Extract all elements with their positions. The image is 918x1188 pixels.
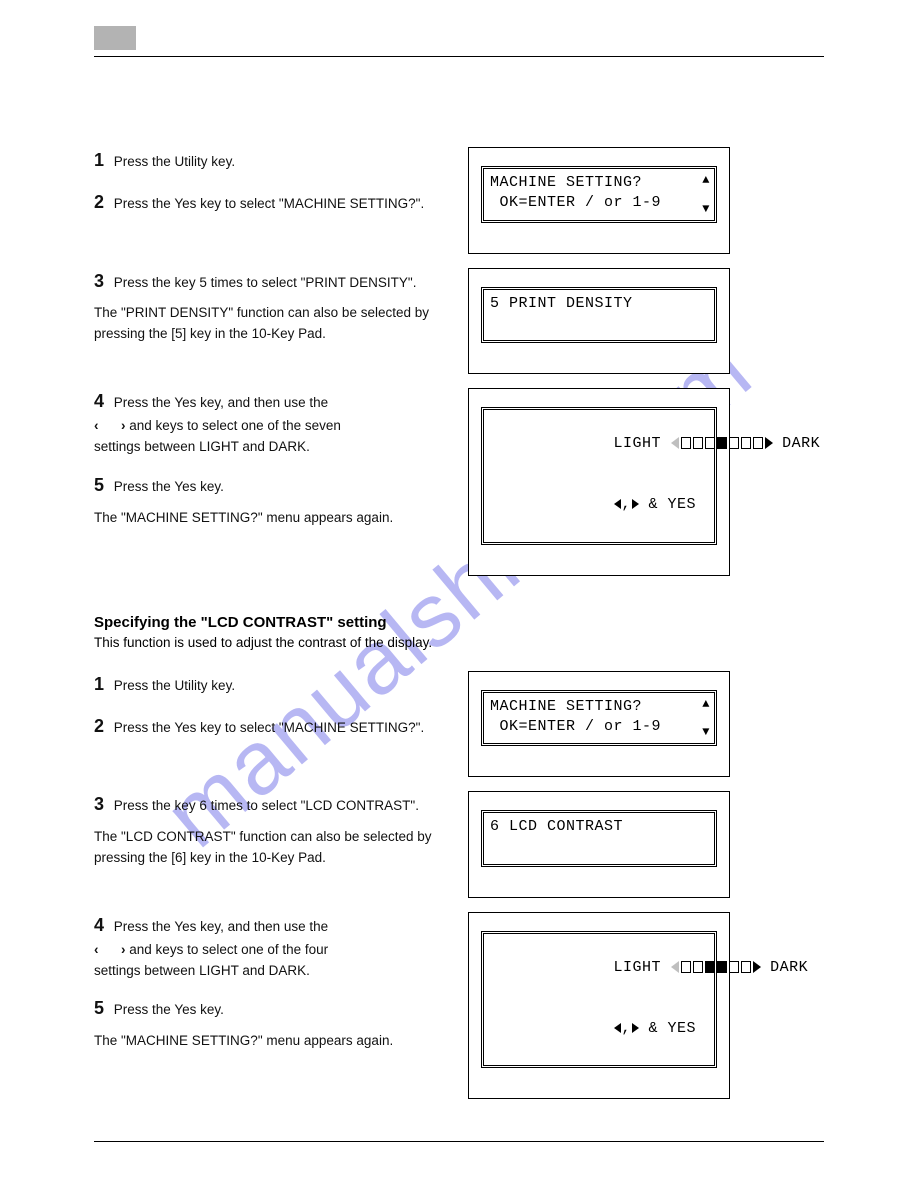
step-text: Press the Yes key to select "MACHINE SET… bbox=[114, 720, 424, 735]
left-triangle-icon bbox=[614, 1023, 621, 1033]
step-text: Press the Yes key. bbox=[114, 1002, 224, 1017]
step-text-continuation: settings between LIGHT and DARK. bbox=[94, 437, 450, 458]
up-arrow-icon: ▲ bbox=[702, 173, 710, 187]
lcd-line: 5 PRINT DENSITY bbox=[490, 294, 708, 314]
lcd-panel-light-dark: LIGHT DARK , & YES bbox=[468, 388, 730, 576]
step-number: 2 bbox=[94, 192, 104, 212]
step-text: Press the Utility key. bbox=[114, 678, 235, 693]
right-arrow-icon: › bbox=[121, 418, 126, 433]
down-arrow-icon: ▼ bbox=[702, 202, 710, 216]
page-header bbox=[94, 26, 824, 57]
lcd-line: MACHINE SETTING? bbox=[490, 173, 708, 193]
step-text: Press the Yes key to select "MACHINE SET… bbox=[114, 196, 424, 211]
lcd-panel-machine-setting: MACHINE SETTING? OK=ENTER / or 1-9 ▲ ▼ bbox=[468, 147, 730, 254]
step-number: 2 bbox=[94, 716, 104, 736]
step-text: Press the key 5 times to select "PRINT D… bbox=[114, 275, 417, 290]
lcd-line: LIGHT DARK bbox=[490, 414, 708, 475]
step-text: and keys to select one of the four bbox=[129, 942, 328, 957]
lcd-line: OK=ENTER / or 1-9 bbox=[490, 717, 708, 737]
step-text-continuation: ‹ › and keys to select one of the four bbox=[94, 940, 450, 961]
down-arrow-icon: ▼ bbox=[702, 725, 710, 739]
step-number: 3 bbox=[94, 794, 104, 814]
section-description: This function is used to adjust the cont… bbox=[94, 633, 824, 653]
step-number: 4 bbox=[94, 915, 104, 935]
lcd-line: , & YES bbox=[490, 999, 708, 1060]
density-indicator bbox=[671, 961, 761, 973]
step-note: The "MACHINE SETTING?" menu appears agai… bbox=[94, 1031, 450, 1052]
density-indicator bbox=[671, 437, 773, 449]
step-text: Press the Yes key, and then use the bbox=[114, 919, 328, 934]
lcd-panel-print-density: 5 PRINT DENSITY bbox=[468, 268, 730, 375]
lcd-line: MACHINE SETTING? bbox=[490, 697, 708, 717]
right-triangle-icon bbox=[632, 1023, 639, 1033]
step-number: 1 bbox=[94, 674, 104, 694]
right-triangle-icon bbox=[632, 499, 639, 509]
lcd-panel-light-dark: LIGHT DARK , & YES bbox=[468, 912, 730, 1100]
page-container: 1 Press the Utility key. 2 Press the Yes… bbox=[94, 26, 824, 1148]
section-title: Specifying the "LCD CONTRAST" setting bbox=[94, 614, 824, 631]
up-arrow-icon: ▲ bbox=[702, 697, 710, 711]
step-note: The "LCD CONTRAST" function can also be … bbox=[94, 827, 450, 869]
step-text-continuation: settings between LIGHT and DARK. bbox=[94, 961, 450, 982]
step-text: Press the Utility key. bbox=[114, 154, 235, 169]
step-text: Press the Yes key, and then use the bbox=[114, 395, 328, 410]
step-text: Press the Yes key. bbox=[114, 479, 224, 494]
step-note: The "MACHINE SETTING?" menu appears agai… bbox=[94, 508, 450, 529]
right-arrow-icon: › bbox=[121, 942, 126, 957]
lcd-line: LIGHT DARK bbox=[490, 938, 708, 999]
lcd-line: 6 LCD CONTRAST bbox=[490, 817, 708, 837]
step-text: Press the key 6 times to select "LCD CON… bbox=[114, 798, 419, 813]
step-number: 5 bbox=[94, 998, 104, 1018]
step-text-continuation: ‹ › and keys to select one of the seven bbox=[94, 416, 450, 437]
lcd-line: , & YES bbox=[490, 475, 708, 536]
header-chapter-box bbox=[94, 26, 136, 50]
step-number: 4 bbox=[94, 391, 104, 411]
step-number: 3 bbox=[94, 271, 104, 291]
left-arrow-icon: ‹ bbox=[94, 942, 99, 957]
step-note: The "PRINT DENSITY" function can also be… bbox=[94, 303, 450, 345]
page-footer bbox=[94, 1141, 824, 1148]
lcd-panel-machine-setting: MACHINE SETTING? OK=ENTER / or 1-9 ▲ ▼ bbox=[468, 671, 730, 778]
step-text: and keys to select one of the seven bbox=[129, 418, 341, 433]
lcd-line bbox=[490, 838, 708, 858]
left-arrow-icon: ‹ bbox=[94, 418, 99, 433]
lcd-line bbox=[490, 314, 708, 334]
step-number: 5 bbox=[94, 475, 104, 495]
left-triangle-icon bbox=[614, 499, 621, 509]
lcd-panel-lcd-contrast: 6 LCD CONTRAST bbox=[468, 791, 730, 898]
lcd-line: OK=ENTER / or 1-9 bbox=[490, 193, 708, 213]
step-number: 1 bbox=[94, 150, 104, 170]
